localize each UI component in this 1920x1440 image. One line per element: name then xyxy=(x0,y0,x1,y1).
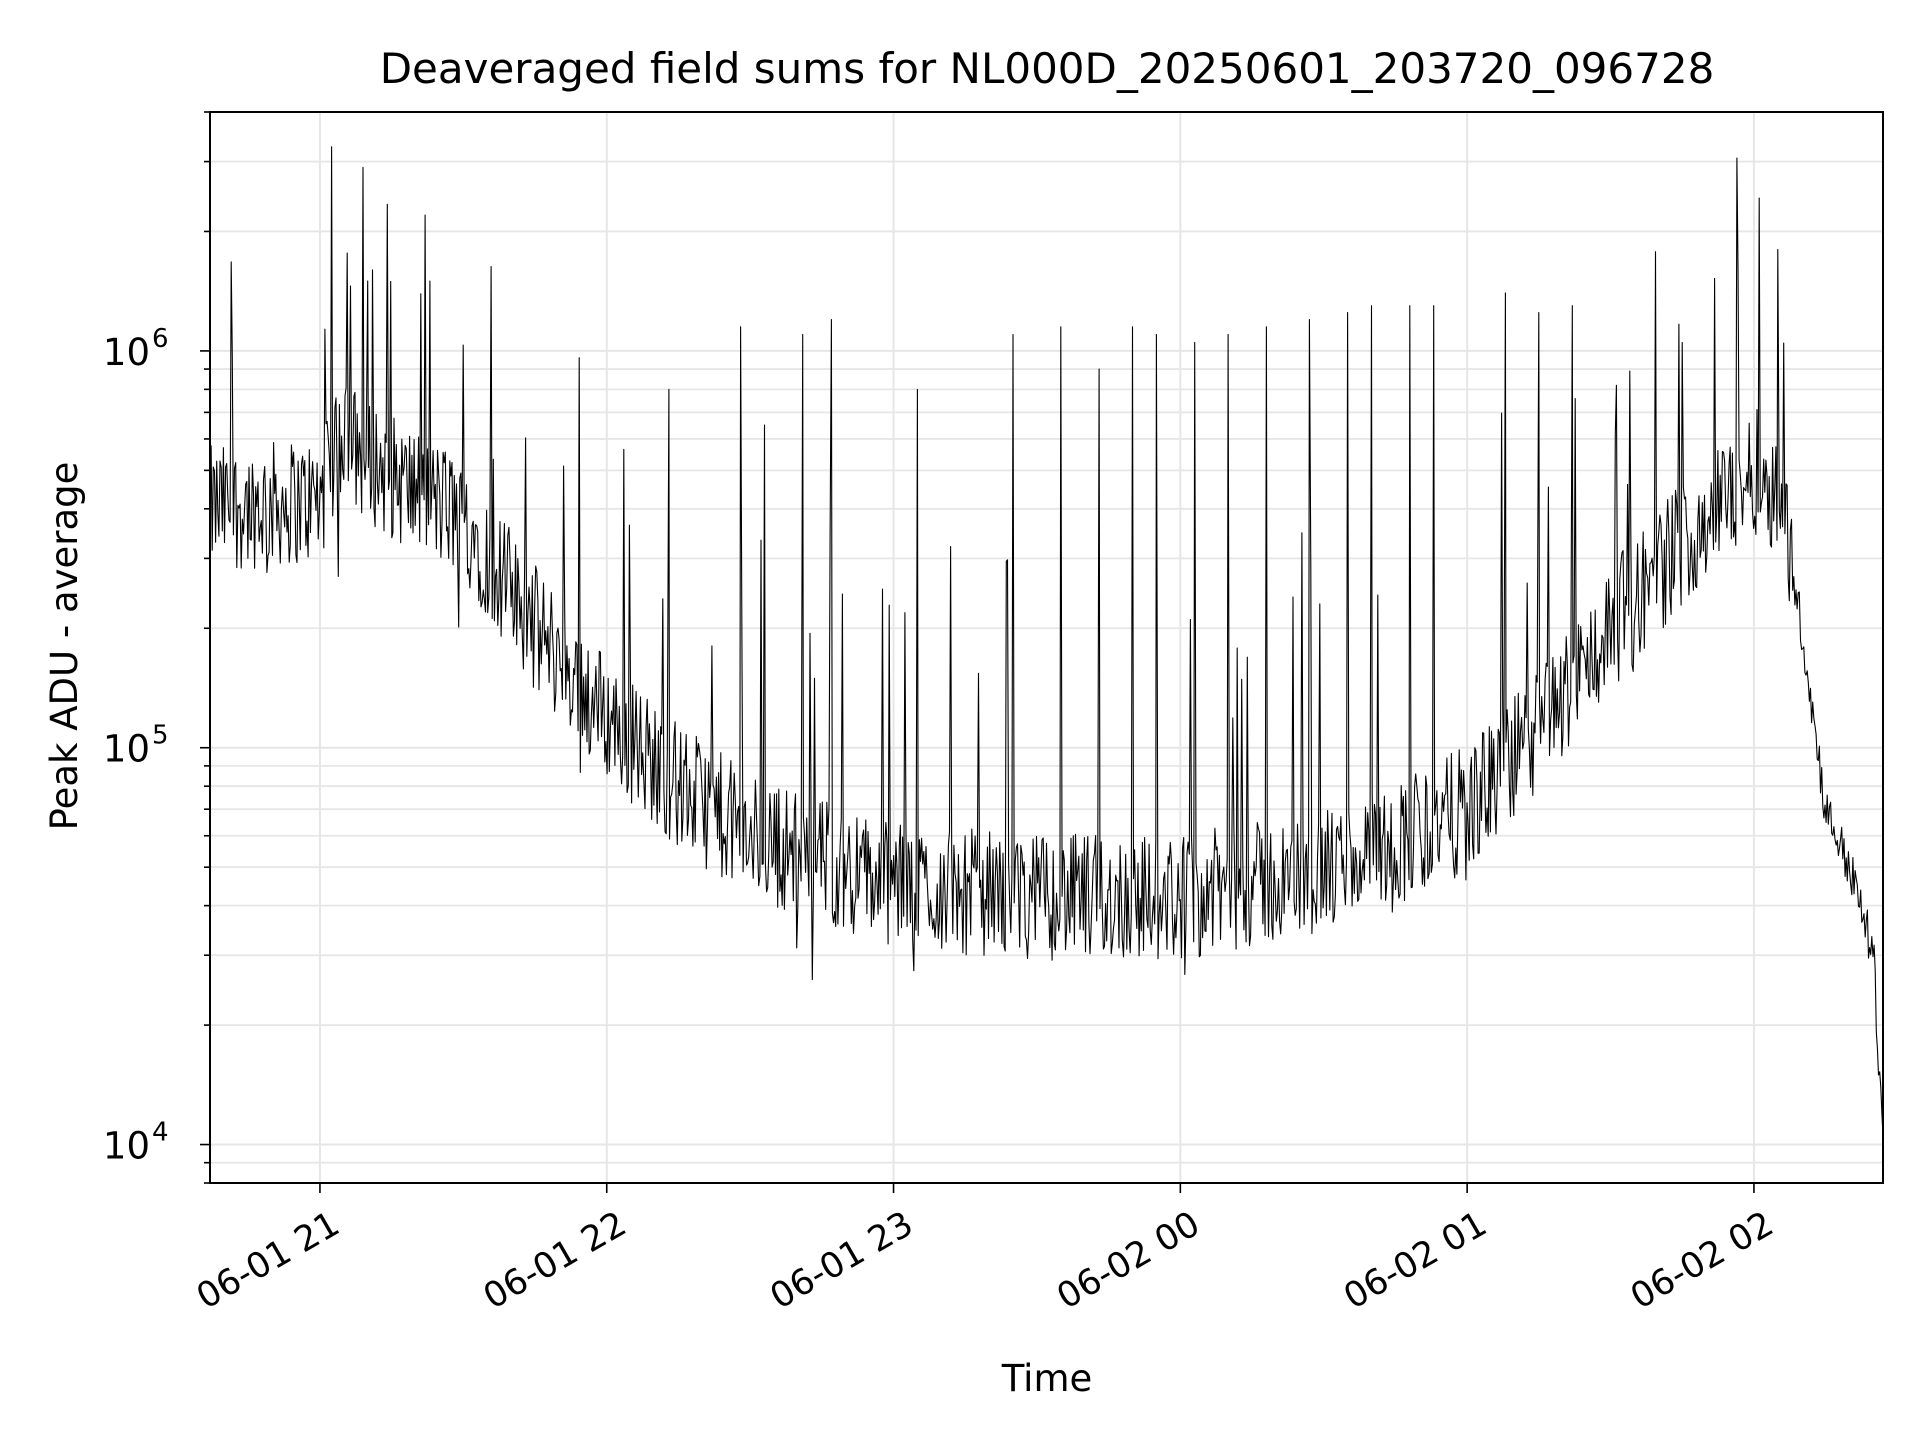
series-layer xyxy=(209,146,1884,1137)
x-axis-label: Time xyxy=(1001,1357,1093,1400)
y-tick-label: 10 xyxy=(103,728,150,771)
y-tick-label: 10 xyxy=(103,1125,150,1168)
chart-title: Deaveraged field sums for NL000D_2025060… xyxy=(380,44,1715,93)
y-tick-exponent: 5 xyxy=(152,721,169,751)
y-tick-exponent: 4 xyxy=(152,1118,169,1148)
y-tick-label: 10 xyxy=(103,331,150,374)
y-axis-label: Peak ADU - average xyxy=(43,462,86,831)
y-tick-exponent: 6 xyxy=(152,324,169,354)
plot-frame xyxy=(209,111,1884,1184)
series-line xyxy=(209,146,1884,1137)
grid-lines xyxy=(210,111,1883,1184)
